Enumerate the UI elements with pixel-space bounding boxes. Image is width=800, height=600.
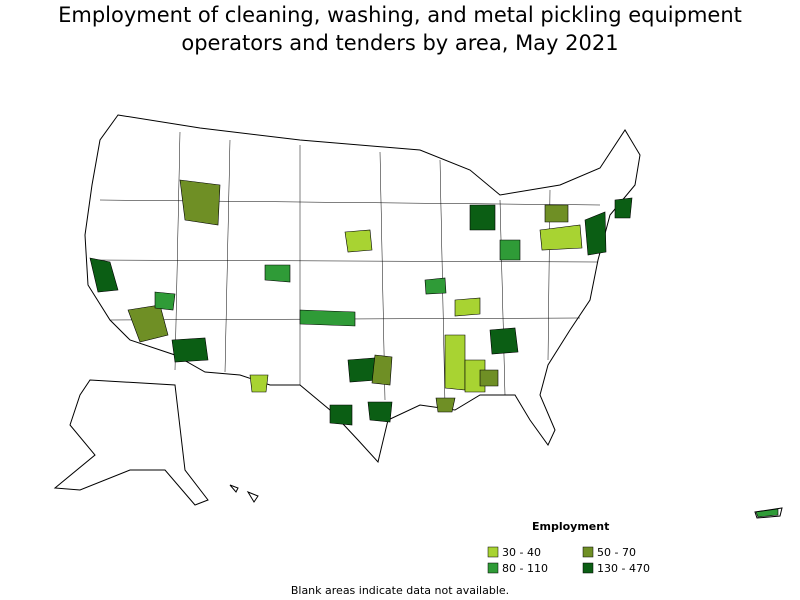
area <box>171 337 209 363</box>
area <box>344 229 373 253</box>
legend-label: 130 - 470 <box>597 562 650 575</box>
legend-label: 80 - 110 <box>502 562 548 575</box>
area <box>329 404 353 426</box>
area <box>127 304 169 343</box>
area <box>489 327 519 355</box>
area <box>179 179 221 226</box>
area <box>367 401 393 423</box>
legend-title: Employment <box>532 520 609 533</box>
hawaii <box>229 484 259 503</box>
legend: Employment 30 - 40 50 - 70 80 - 110 130 - 4… <box>487 520 650 575</box>
area <box>454 297 481 317</box>
area <box>371 354 393 386</box>
area <box>264 264 291 283</box>
area <box>479 369 499 387</box>
area <box>584 211 607 256</box>
title: operators and tenders by area, May 2021 <box>181 31 618 55</box>
legend-swatch <box>582 546 594 558</box>
legend-swatch <box>487 562 499 574</box>
contiguous-us <box>84 114 641 464</box>
area <box>755 508 779 518</box>
shaded-areas <box>89 179 779 518</box>
area <box>249 374 269 393</box>
legend-swatch <box>582 562 594 574</box>
title: Employment of cleaning, washing, and met… <box>58 3 742 27</box>
area <box>469 204 496 231</box>
note: Blank areas indicate data not available. <box>291 584 509 597</box>
area <box>424 277 447 295</box>
area <box>499 239 521 261</box>
alaska <box>53 379 209 506</box>
area <box>444 334 466 391</box>
area <box>614 197 633 219</box>
us-map <box>53 114 783 519</box>
area <box>89 257 119 293</box>
area <box>544 204 569 223</box>
legend-label: 30 - 40 <box>502 546 541 559</box>
area <box>154 291 176 311</box>
legend-label: 50 - 70 <box>597 546 636 559</box>
area <box>435 397 456 413</box>
area <box>299 309 356 327</box>
area <box>539 224 583 251</box>
legend-items: 30 - 40 50 - 70 80 - 110 130 - 470 <box>487 546 650 575</box>
legend-swatch <box>487 546 499 558</box>
